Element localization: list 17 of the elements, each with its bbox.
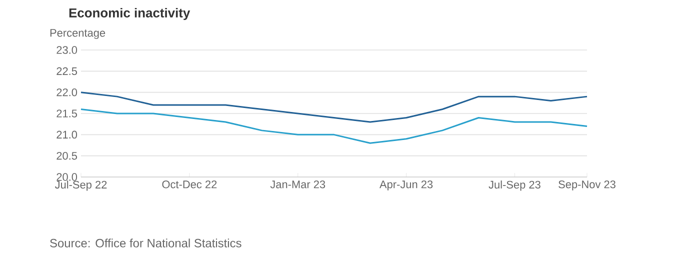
y-tick-label: 21.0 [56, 130, 78, 139]
x-tick-label: Apr-Jun 23 [380, 180, 433, 190]
y-tick-label: 22.0 [56, 88, 78, 96]
x-tick-label: Jul-Sep 23 [488, 180, 540, 191]
y-tick-label: 20.0 [56, 173, 78, 181]
line-series [80, 108, 588, 144]
x-tick-label: Jul-Sep 22 [54, 180, 107, 191]
source-note: Source: Office for National Statistics [50, 238, 242, 248]
y-tick-label: 23.0 [56, 46, 78, 54]
y-tick-label: 20.5 [56, 152, 78, 160]
x-tick-label: Jan-Mar 23 [270, 180, 326, 188]
x-tick-label: Oct-Dec 22 [162, 180, 217, 188]
y-tick-label: 22.5 [56, 67, 78, 76]
x-tick-label: Sep-Nov 23 [558, 180, 616, 190]
y-axis-title: Percentage [50, 29, 106, 39]
y-tick-label: 21.5 [56, 110, 78, 118]
chart-title: Economic inactivity [69, 8, 190, 20]
